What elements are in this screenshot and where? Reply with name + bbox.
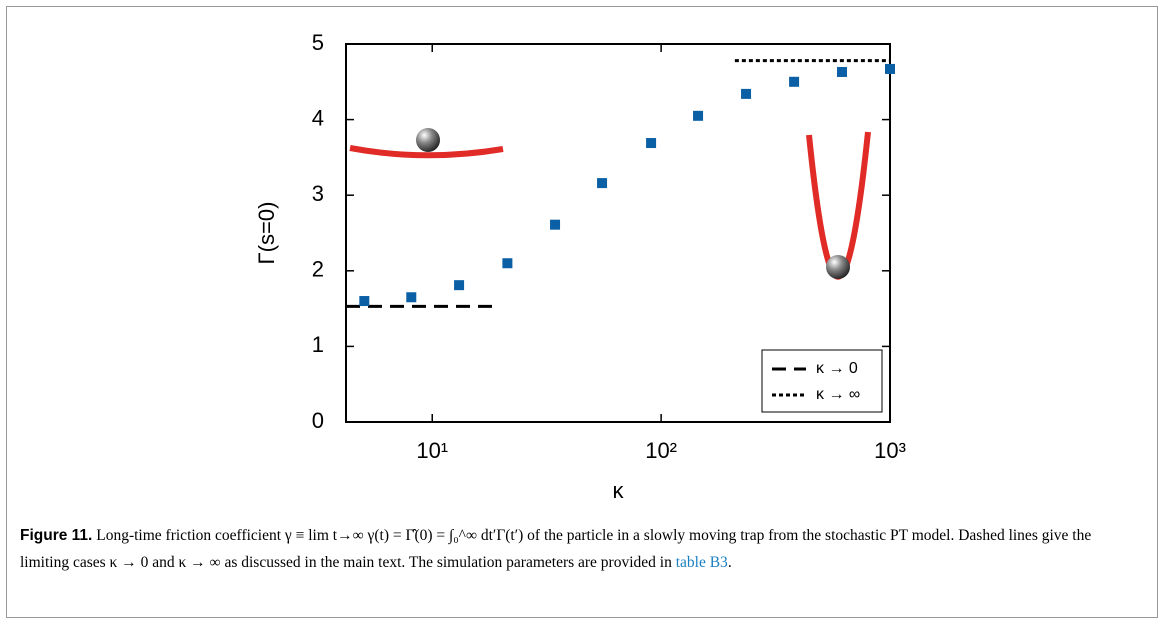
caption-text: Long-time friction coefficient γ ≡ lim t… xyxy=(20,527,1092,571)
y-tick-label: 2 xyxy=(312,257,324,282)
chart: κ Γ(s=0) 0 1 2 3 4 5 10¹ 10² 10³ κ → 0 κ → ∞ xyxy=(254,30,906,503)
legend-label: κ → ∞ xyxy=(816,386,860,403)
point xyxy=(646,138,657,149)
point xyxy=(885,63,895,74)
point xyxy=(406,292,417,303)
y-tick-label: 4 xyxy=(312,105,324,130)
point xyxy=(836,66,847,77)
y-tick-label: 5 xyxy=(312,30,324,55)
point xyxy=(550,219,561,230)
y-axis-label: Γ(s=0) xyxy=(254,202,279,265)
point xyxy=(454,280,465,291)
point xyxy=(741,88,752,99)
y-tick-label: 0 xyxy=(312,408,324,433)
plot-frame xyxy=(345,43,891,423)
x-tick-label: 10² xyxy=(645,438,677,463)
table-link[interactable]: table B3 xyxy=(675,554,728,571)
point xyxy=(359,296,370,307)
point xyxy=(789,76,800,87)
particle xyxy=(416,128,440,152)
x-tick-label: 10³ xyxy=(874,438,906,463)
x-tick-label: 10¹ xyxy=(416,438,448,463)
point xyxy=(693,110,704,121)
legend-label: κ → 0 xyxy=(816,360,858,377)
particle xyxy=(826,255,850,279)
y-tick-label: 1 xyxy=(312,332,324,357)
caption-label: Figure 11. xyxy=(20,527,93,544)
point xyxy=(597,178,608,189)
caption: Figure 11. Long-time friction coefficien… xyxy=(20,522,1140,576)
x-axis-label: κ xyxy=(613,478,625,503)
shallow-trap xyxy=(349,145,504,159)
legend xyxy=(761,349,883,413)
y-tick-label: 3 xyxy=(312,181,324,206)
point xyxy=(502,258,513,269)
caption-end: . xyxy=(727,554,732,571)
figure-frame xyxy=(6,6,1158,618)
